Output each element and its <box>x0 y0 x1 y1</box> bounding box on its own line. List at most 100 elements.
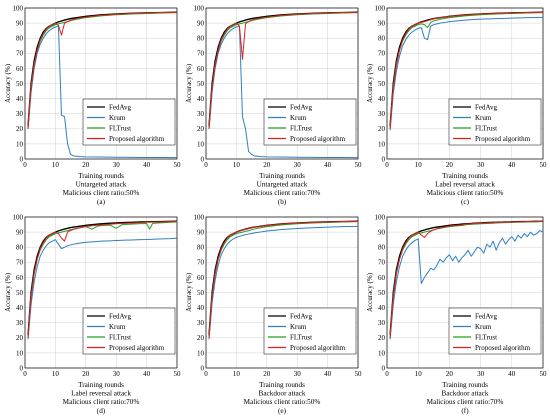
legend: FedAvg Krum FLTrust Proposed algorithm <box>263 307 357 355</box>
legend-label: Proposed algorithm <box>109 135 165 143</box>
legend: FedAvg Krum FLTrust Proposed algorithm <box>263 98 357 146</box>
series-line-krum <box>27 237 178 340</box>
series-line-proposed-algorithm <box>208 220 359 338</box>
y-tick-label: 30 <box>16 319 24 327</box>
legend-label: FedAvg <box>290 103 313 111</box>
panel-caption-letter: (a) <box>97 198 106 206</box>
panel-caption-line: Training rounds <box>78 381 124 389</box>
panel-f: 0 10 20 30 40 50 60 70 80 90 100 0 10 20 30 40 50 Accurac… <box>366 213 547 414</box>
x-tick-label: 30 <box>113 161 121 169</box>
panel-caption-line: Label reversal attack <box>71 390 131 398</box>
panel-caption-line: Malicious client ratio:70% <box>63 398 140 406</box>
axes-frame <box>386 7 544 160</box>
series-line-krum <box>389 230 544 340</box>
x-tick-label: 40 <box>508 370 516 378</box>
y-tick-label: 50 <box>197 80 205 88</box>
panel-caption-line: Untargeted attack <box>76 181 127 189</box>
x-tick-label: 20 <box>82 161 90 169</box>
y-tick-label: 40 <box>197 304 205 312</box>
legend-label: FedAvg <box>475 103 498 111</box>
panel-caption-letter: (c) <box>461 198 470 206</box>
panel-d: 0 10 20 30 40 50 60 70 80 90 100 0 10 20 30 40 50 Accurac… <box>4 213 181 414</box>
y-tick-label: 60 <box>378 65 386 73</box>
x-tick-label: 20 <box>263 370 271 378</box>
y-tick-label: 90 <box>197 229 205 237</box>
x-tick-label: 30 <box>113 370 121 378</box>
y-tick-label: 90 <box>197 20 205 28</box>
x-tick-label: 10 <box>415 161 423 169</box>
panel-caption-line: Untargeted attack <box>257 181 308 189</box>
panel-caption-letter: (e) <box>278 407 287 415</box>
y-axis-label: Accuracy (%) <box>366 272 374 312</box>
panel-a: 0 10 20 30 40 50 60 70 80 90 100 0 10 20 30 40 50 Accurac… <box>4 4 181 205</box>
y-tick-label: 30 <box>197 110 205 118</box>
legend-label: FLTrust <box>109 333 131 341</box>
legend: FedAvg Krum FLTrust Proposed algorithm <box>448 98 542 146</box>
panel-caption-line: Backdoor attack <box>259 390 306 398</box>
panel-e: 0 10 20 30 40 50 60 70 80 90 100 0 10 20 30 40 50 Accurac… <box>185 213 362 414</box>
panel-caption-line: Training rounds <box>78 172 124 180</box>
x-tick-label: 20 <box>446 370 454 378</box>
legend-label: FedAvg <box>475 312 498 320</box>
y-tick-label: 50 <box>16 289 24 297</box>
legend-label: Krum <box>290 323 307 331</box>
x-tick-label: 10 <box>52 370 60 378</box>
y-tick-label: 100 <box>194 4 205 12</box>
y-axis-label: Accuracy (%) <box>185 63 193 103</box>
y-tick-label: 80 <box>197 35 205 43</box>
y-tick-label: 100 <box>375 213 386 221</box>
series-line-krum <box>389 16 544 131</box>
x-tick-label: 0 <box>23 370 27 378</box>
x-tick-label: 30 <box>294 370 302 378</box>
x-tick-label: 30 <box>294 161 302 169</box>
y-tick-label: 90 <box>378 20 386 28</box>
y-tick-label: 60 <box>16 274 24 282</box>
x-tick-label: 0 <box>385 161 389 169</box>
panel-caption-line: Malicious client ratio:50% <box>244 398 321 406</box>
panel-caption-line: Malicious client ratio:70% <box>427 398 504 406</box>
y-tick-label: 10 <box>378 349 386 357</box>
y-tick-label: 0 <box>382 155 386 163</box>
y-tick-label: 30 <box>378 110 386 118</box>
y-tick-label: 40 <box>16 95 24 103</box>
panel-caption-letter: (d) <box>97 407 106 415</box>
x-tick-label: 50 <box>174 370 182 378</box>
panel-c: 0 10 20 30 40 50 60 70 80 90 100 0 10 20 30 40 50 Accurac… <box>366 4 547 205</box>
y-tick-label: 80 <box>378 244 386 252</box>
y-tick-label: 20 <box>16 125 24 133</box>
legend-label: Proposed algorithm <box>475 344 531 352</box>
y-tick-label: 20 <box>378 125 386 133</box>
x-tick-label: 40 <box>143 370 151 378</box>
x-tick-label: 40 <box>324 161 332 169</box>
legend: FedAvg Krum FLTrust Proposed algorithm <box>82 307 176 355</box>
x-tick-label: 40 <box>324 370 332 378</box>
series-line-krum <box>208 225 359 340</box>
legend-label: FedAvg <box>109 312 132 320</box>
legend-label: FLTrust <box>475 124 497 132</box>
x-tick-label: 20 <box>446 161 454 169</box>
x-tick-label: 30 <box>477 370 485 378</box>
y-tick-label: 60 <box>378 274 386 282</box>
x-tick-label: 0 <box>23 161 27 169</box>
y-tick-label: 10 <box>378 140 386 148</box>
y-tick-label: 10 <box>197 140 205 148</box>
y-tick-label: 40 <box>378 95 386 103</box>
y-tick-label: 60 <box>197 274 205 282</box>
series-line-fltrust <box>208 12 359 128</box>
panel-caption-line: Label reversal attack <box>435 181 495 189</box>
x-tick-label: 20 <box>82 370 90 378</box>
y-tick-label: 60 <box>16 65 24 73</box>
series-line-proposed-algorithm <box>389 220 543 338</box>
panel-caption-line: Training rounds <box>442 172 488 180</box>
panel-caption-line: Training rounds <box>442 381 488 389</box>
y-tick-label: 70 <box>378 259 386 267</box>
axes-frame <box>24 216 178 369</box>
legend-label: Krum <box>109 114 126 122</box>
y-tick-label: 20 <box>378 334 386 342</box>
y-tick-label: 90 <box>16 20 24 28</box>
legend: FedAvg Krum FLTrust Proposed algorithm <box>448 307 542 355</box>
panel-caption-line: Backdoor attack <box>442 390 489 398</box>
y-tick-label: 90 <box>16 229 24 237</box>
y-tick-label: 0 <box>201 155 205 163</box>
